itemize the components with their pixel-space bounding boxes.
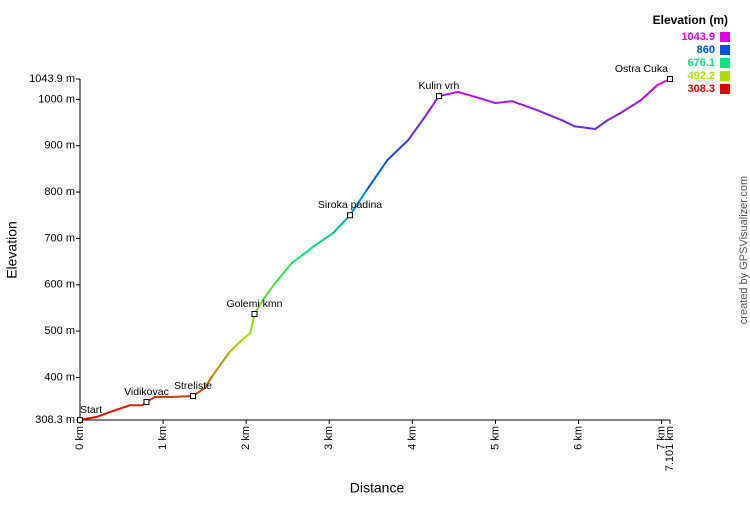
x-tick-label: 4 km xyxy=(406,426,418,450)
profile-segment xyxy=(290,246,314,264)
y-tick-label: 600 m xyxy=(44,279,75,291)
x-tick-label: 2 km xyxy=(240,426,252,450)
legend-label: 676.1 xyxy=(687,57,715,69)
profile-segment xyxy=(639,83,659,102)
profile-segment xyxy=(619,99,642,115)
profile-segment xyxy=(437,90,460,98)
legend-swatch xyxy=(720,71,730,81)
legend-swatch xyxy=(720,45,730,55)
waypoint-label: Vidikovac xyxy=(124,386,169,398)
profile-segment xyxy=(203,374,214,390)
profile-segment xyxy=(535,109,563,122)
profile-segment xyxy=(423,95,440,118)
y-axis-title: Elevation xyxy=(4,221,20,279)
waypoint-label: Siroka padina xyxy=(318,199,382,211)
y-tick-label: 1043.9 m xyxy=(29,73,75,85)
legend-swatch xyxy=(720,32,730,42)
waypoint-marker xyxy=(667,76,673,82)
profile-segment xyxy=(365,159,389,192)
legend-label: 860 xyxy=(697,44,715,56)
x-tick-label: 7 km xyxy=(656,426,668,450)
profile-segment xyxy=(407,115,426,142)
y-tick-label: 500 m xyxy=(44,325,75,337)
y-tick-label: 700 m xyxy=(44,232,75,244)
profile-segment xyxy=(241,331,252,341)
profile-segment xyxy=(249,312,256,334)
profile-segment xyxy=(494,100,514,105)
y-tick-label: 900 m xyxy=(44,140,75,152)
waypoint-label: Ostra Cuka xyxy=(615,63,668,75)
waypoint-label: Kulin vrh xyxy=(419,80,460,92)
waypoint-marker xyxy=(435,93,442,100)
legend-swatch xyxy=(720,58,730,68)
profile-segment xyxy=(606,112,622,122)
profile-segment xyxy=(477,96,497,105)
credit: created by GPSVisualizer.com xyxy=(738,176,750,324)
profile-segment xyxy=(457,90,480,99)
profile-segment xyxy=(274,261,293,284)
waypoint-marker xyxy=(251,310,258,317)
profile-segment xyxy=(261,281,277,302)
x-tick-label: 1 km xyxy=(157,426,169,450)
y-tick-label: 308.3 m xyxy=(35,414,75,426)
x-tick-label: 7.101 km xyxy=(664,426,676,471)
legend-label: 492.2 xyxy=(687,70,715,82)
legend-swatch xyxy=(720,84,730,94)
waypoint-marker xyxy=(143,399,150,406)
x-tick-label: 6 km xyxy=(572,426,584,450)
profile-segment xyxy=(594,119,609,131)
waypoint-label: Start xyxy=(80,404,102,416)
waypoint-label: Golemi kmn xyxy=(226,298,282,310)
profile-segment xyxy=(573,125,597,131)
profile-segment xyxy=(95,409,115,418)
legend-title: Elevation (m) xyxy=(653,13,728,27)
legend-label: 308.3 xyxy=(687,83,715,95)
profile-segment xyxy=(386,139,410,162)
profile-segment xyxy=(560,119,576,128)
legend-label: 1043.9 xyxy=(681,31,715,43)
y-tick-label: 1000 m xyxy=(38,93,75,105)
profile-segment xyxy=(311,231,335,249)
profile-segment xyxy=(112,404,131,412)
waypoint-label: Streliste xyxy=(174,380,212,392)
profile-segment xyxy=(228,338,244,353)
x-tick-label: 0 km xyxy=(74,426,86,450)
x-axis-title: Distance xyxy=(350,480,405,496)
waypoint-marker xyxy=(347,212,354,219)
y-tick-label: 400 m xyxy=(44,371,75,383)
profile-segment xyxy=(349,189,368,217)
x-tick-label: 5 km xyxy=(489,426,501,450)
waypoint-marker xyxy=(77,417,83,423)
profile-segment xyxy=(211,350,231,377)
x-tick-label: 3 km xyxy=(323,426,335,450)
profile-segment xyxy=(170,395,194,398)
waypoint-marker xyxy=(189,393,196,400)
y-tick-label: 800 m xyxy=(44,186,75,198)
profile-segment xyxy=(511,100,538,112)
